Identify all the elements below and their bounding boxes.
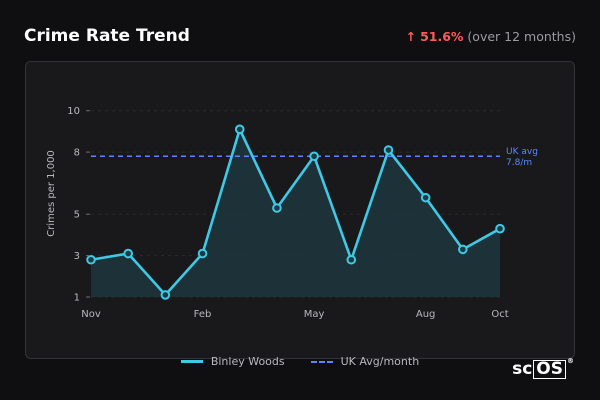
y-tick-label: 5: [74, 210, 80, 221]
y-axis-ticks: 1 3 5 8 10: [67, 106, 90, 304]
data-point: [197, 248, 208, 259]
data-point: [495, 223, 505, 234]
logo-boxed-text: OS: [533, 359, 566, 379]
y-tick-label: 10: [67, 106, 80, 117]
logo-text: sc: [512, 359, 533, 379]
x-tick-label: Aug: [416, 309, 436, 320]
data-point: [234, 124, 245, 135]
area-fill: [91, 129, 500, 297]
legend-label-series: Binley Woods: [210, 355, 285, 368]
data-point: [86, 254, 96, 265]
change-indicator: ↑ 51.6% (over 12 months): [406, 29, 576, 44]
x-axis-ticks: Nov Feb May Aug Oct: [81, 309, 508, 320]
change-up-arrow-icon: ↑: [405, 29, 417, 44]
change-period: (over 12 months): [467, 29, 576, 44]
y-axis-label: Crimes per 1,000: [46, 150, 57, 237]
legend-item-reference[interactable]: UK Avg/month: [310, 355, 420, 368]
y-tick-label: 1: [74, 293, 80, 304]
data-point: [383, 145, 394, 155]
legend: Binley Woods UK Avg/month: [0, 355, 600, 368]
y-tick-label: 8: [74, 148, 80, 159]
y-tick-label: 3: [74, 251, 80, 262]
x-tick-label: Oct: [491, 309, 508, 320]
data-point: [123, 248, 133, 259]
legend-swatch-solid: [180, 360, 203, 363]
x-tick-label: Nov: [81, 309, 101, 320]
registered-mark: ®: [567, 357, 574, 365]
data-point: [160, 290, 171, 300]
series-line-binley-woods: [90, 128, 501, 297]
x-tick-label: May: [304, 309, 325, 320]
scos-logo: sc OS ®: [512, 357, 574, 379]
data-point: [272, 203, 282, 213]
x-tick-label: Feb: [194, 309, 212, 320]
reference-label-line1: UK avg: [506, 147, 538, 157]
data-point: [420, 192, 431, 203]
legend-item-series[interactable]: Binley Woods: [180, 355, 285, 368]
data-points: [86, 124, 505, 300]
data-point: [458, 244, 468, 255]
page-title: Crime Rate Trend: [24, 26, 190, 46]
reference-label-line2: 7.8/m: [506, 158, 532, 168]
legend-swatch-dashed: [310, 360, 333, 363]
data-point: [346, 254, 357, 265]
legend-label-reference: UK Avg/month: [340, 355, 420, 368]
data-point: [309, 151, 319, 162]
change-value: 51.6%: [420, 29, 464, 44]
